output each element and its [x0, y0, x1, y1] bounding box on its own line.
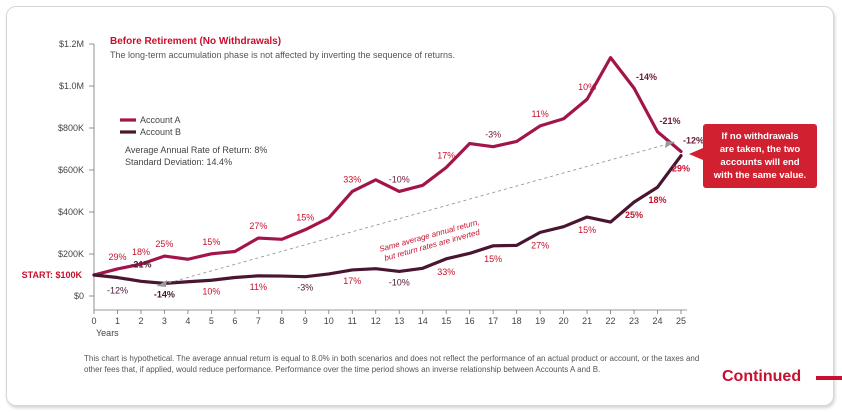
x-tick-label: 23: [629, 316, 639, 326]
series-b-return-label: -14%: [154, 289, 175, 299]
series-a-return-label: 11%: [531, 109, 548, 119]
chart-title: Before Retirement (No Withdrawals): [110, 36, 281, 47]
arrow-head-start: [157, 280, 167, 287]
callout-text-line: with the same value.: [713, 170, 806, 181]
inversion-note: Same average annual return,but return ra…: [378, 217, 481, 262]
x-tick-label: 11: [348, 316, 357, 326]
series-b-return-label: 33%: [437, 267, 455, 277]
series-a-return-label: 18%: [132, 247, 150, 257]
x-tick-label: 1: [115, 316, 120, 326]
series-a-return-label: 33%: [343, 174, 361, 184]
series-b-return-label: 27%: [531, 240, 549, 250]
inversion-arrow: [156, 141, 676, 287]
x-tick-label: 21: [582, 316, 592, 326]
x-tick-label: 10: [324, 316, 334, 326]
series-a-return-label: 17%: [437, 150, 455, 160]
series-a-return-label: 15%: [202, 237, 220, 247]
series-b-return-label: 15%: [484, 254, 502, 264]
series-a-return-label: -12%: [683, 136, 704, 146]
x-tick-label: 5: [209, 316, 214, 326]
x-tick-label: 19: [535, 316, 545, 326]
x-tick-label: 24: [653, 316, 663, 326]
series-line-1: [92, 56, 683, 277]
chart-footnote: This chart is hypothetical. The average …: [84, 354, 700, 374]
chart-labels: Before Retirement (No Withdrawals) The lo…: [107, 36, 704, 299]
start-label: START: $100K: [22, 270, 83, 280]
series-a-return-label: 29%: [108, 252, 126, 262]
series-b-return-label: 29%: [672, 164, 690, 174]
series-b-return-label: -3%: [297, 283, 313, 293]
series-b-return-label: -10%: [389, 277, 410, 287]
callout-text-line: are taken, the two: [720, 144, 800, 155]
x-tick-label: 6: [232, 316, 237, 326]
y-tick-label: $200K: [58, 249, 84, 259]
series-b-return-label: 11%: [250, 282, 267, 292]
series-a-return-label: -21%: [660, 116, 681, 126]
x-tick-label: 18: [512, 316, 522, 326]
series-a-return-label: 15%: [296, 213, 314, 223]
series-a-return-label: -3%: [485, 130, 501, 140]
series-line-2: [92, 154, 683, 285]
arrow-head-end: [665, 141, 675, 148]
x-tick-label: 3: [162, 316, 167, 326]
continued-link[interactable]: Continued: [722, 368, 802, 385]
series-b-return-label: 10%: [202, 286, 220, 296]
y-tick-label: $1.0M: [59, 81, 84, 91]
x-tick-label: 25: [676, 316, 686, 326]
x-tick-label: 14: [418, 316, 428, 326]
x-tick-label: 12: [371, 316, 381, 326]
callout-box: [703, 124, 817, 188]
chart-subtitle: The long-term accumulation phase is not …: [110, 50, 455, 60]
std-dev-text: Standard Deviation: 14.4%: [125, 157, 232, 167]
series-a-return-label: 27%: [249, 221, 267, 231]
y-tick-label: $400K: [58, 207, 84, 217]
x-tick-label: 16: [465, 316, 475, 326]
series-b-return-label: 25%: [625, 210, 643, 220]
avg-rate-text: Average Annual Rate of Return: 8%: [125, 145, 267, 155]
x-tick-label: 13: [394, 316, 404, 326]
series-b-return-label: 17%: [343, 276, 361, 286]
callout-pointer: [689, 148, 703, 160]
x-tick-label: 17: [488, 316, 498, 326]
y-tick-label: $600K: [58, 165, 84, 175]
continued-bar: [816, 376, 842, 380]
series-b-return-label: -21%: [130, 259, 151, 269]
series-a-return-label: -10%: [389, 174, 410, 184]
chart-axes: $1.2M$1.0M$800K$600K$400K$200K$00 1 2 3 4 5 6 7…: [22, 39, 687, 338]
x-tick-label: 20: [559, 316, 569, 326]
series-a-return-label: -14%: [636, 72, 657, 82]
chart-lines: [92, 56, 683, 285]
x-tick-label: 9: [303, 316, 308, 326]
x-tick-label: 7: [256, 316, 261, 326]
chart-card: [6, 6, 834, 406]
series-a-return-label: 25%: [155, 239, 173, 249]
x-tick-label: 0: [91, 316, 96, 326]
legend-label: Account A: [140, 115, 181, 125]
series-b-return-label: 18%: [649, 195, 667, 205]
callout-text-line: If no withdrawals: [721, 131, 798, 142]
x-axis-label: Years: [96, 328, 119, 338]
callout-text-line: accounts will end: [720, 157, 799, 168]
y-tick-label: $1.2M: [59, 39, 84, 49]
y-tick-label: $0: [74, 291, 84, 301]
x-tick-label: 15: [441, 316, 451, 326]
legend-label: Account B: [140, 127, 181, 137]
x-tick-label: 2: [138, 316, 143, 326]
series-a-return-label: 10%: [578, 82, 596, 92]
x-tick-label: 22: [606, 316, 616, 326]
series-b-return-label: 15%: [578, 225, 596, 235]
y-tick-label: $800K: [58, 123, 84, 133]
x-tick-label: 8: [279, 316, 284, 326]
series-b-return-label: -12%: [107, 286, 128, 296]
x-tick-label: 4: [185, 316, 190, 326]
